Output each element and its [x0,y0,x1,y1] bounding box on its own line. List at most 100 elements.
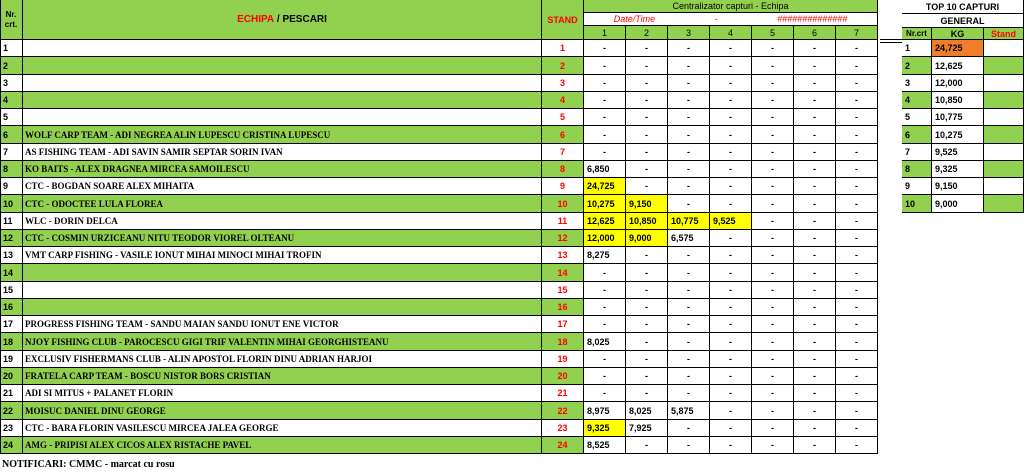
catch-cell[interactable]: - [668,385,710,402]
catch-cell[interactable]: - [752,178,794,195]
catch-cell[interactable]: - [794,282,836,299]
catch-cell[interactable]: - [794,385,836,402]
catch-cell[interactable]: - [794,264,836,282]
catch-cell[interactable]: - [710,247,752,264]
catch-cell[interactable]: - [836,40,878,57]
catch-cell[interactable]: - [668,161,710,178]
catch-cell[interactable]: - [836,264,878,282]
catch-cell[interactable]: - [836,230,878,247]
catch-cell[interactable]: - [752,316,794,333]
catch-cell[interactable]: - [710,420,752,437]
catch-cell[interactable]: - [794,126,836,144]
catch-cell[interactable]: 8,025 [626,402,668,420]
catch-cell[interactable]: - [794,109,836,126]
catch-cell[interactable]: 8,275 [584,247,626,264]
catch-cell[interactable]: 10,275 [584,195,626,213]
catch-cell[interactable]: - [836,247,878,264]
catch-cell[interactable]: - [794,195,836,213]
catch-cell[interactable]: - [668,92,710,109]
catch-cell[interactable]: 6,850 [584,161,626,178]
catch-cell[interactable]: - [668,57,710,75]
catch-cell[interactable]: - [794,57,836,75]
catch-cell[interactable]: - [710,144,752,161]
catch-cell[interactable]: - [836,213,878,230]
catch-cell[interactable]: - [752,351,794,368]
catch-cell[interactable]: - [836,178,878,195]
catch-cell[interactable]: - [794,75,836,92]
catch-cell[interactable]: - [626,351,668,368]
catch-cell[interactable]: - [752,333,794,351]
catch-cell[interactable]: - [626,299,668,316]
catch-cell[interactable]: 12,000 [584,230,626,247]
catch-cell[interactable]: - [584,126,626,144]
catch-cell[interactable]: - [668,437,710,454]
catch-cell[interactable]: - [710,299,752,316]
catch-cell[interactable]: - [794,333,836,351]
catch-cell[interactable]: - [794,247,836,264]
catch-cell[interactable]: - [836,351,878,368]
catch-cell[interactable]: - [626,247,668,264]
catch-cell[interactable]: - [668,264,710,282]
catch-cell[interactable]: - [668,75,710,92]
catch-cell[interactable]: - [752,247,794,264]
catch-cell[interactable]: - [794,437,836,454]
catch-cell[interactable]: - [668,40,710,57]
catch-cell[interactable]: - [584,385,626,402]
catch-cell[interactable]: - [836,57,878,75]
catch-cell[interactable]: - [836,109,878,126]
catch-cell[interactable]: - [626,264,668,282]
catch-cell[interactable]: - [584,75,626,92]
catch-cell[interactable]: 10,850 [626,213,668,230]
catch-cell[interactable]: - [836,385,878,402]
catch-cell[interactable]: 5,875 [668,402,710,420]
catch-cell[interactable]: - [794,420,836,437]
catch-cell[interactable]: - [668,126,710,144]
catch-cell[interactable]: - [710,161,752,178]
catch-cell[interactable]: - [626,333,668,351]
catch-cell[interactable]: 9,525 [710,213,752,230]
catch-cell[interactable]: 9,000 [626,230,668,247]
catch-cell[interactable]: - [584,40,626,57]
catch-cell[interactable]: - [710,195,752,213]
catch-cell[interactable]: - [710,40,752,57]
catch-cell[interactable]: - [668,316,710,333]
catch-cell[interactable]: - [752,230,794,247]
catch-cell[interactable]: - [710,230,752,247]
catch-cell[interactable]: - [710,109,752,126]
catch-cell[interactable]: 6,575 [668,230,710,247]
catch-cell[interactable]: 9,325 [584,420,626,437]
catch-cell[interactable]: - [668,144,710,161]
catch-cell[interactable]: - [752,420,794,437]
catch-cell[interactable]: - [836,92,878,109]
catch-cell[interactable]: 8,525 [584,437,626,454]
catch-cell[interactable]: - [794,299,836,316]
catch-cell[interactable]: - [710,57,752,75]
catch-cell[interactable]: - [752,299,794,316]
catch-cell[interactable]: - [752,195,794,213]
catch-cell[interactable]: - [668,282,710,299]
catch-cell[interactable]: - [794,316,836,333]
catch-cell[interactable]: - [626,92,668,109]
catch-cell[interactable]: - [626,437,668,454]
catch-cell[interactable]: - [794,402,836,420]
catch-cell[interactable]: - [584,282,626,299]
catch-cell[interactable]: - [626,144,668,161]
catch-cell[interactable]: - [584,299,626,316]
catch-cell[interactable]: - [668,351,710,368]
catch-cell[interactable]: - [710,402,752,420]
catch-cell[interactable]: - [752,368,794,385]
catch-cell[interactable]: - [794,213,836,230]
catch-cell[interactable]: - [626,282,668,299]
catch-cell[interactable]: - [752,264,794,282]
catch-cell[interactable]: - [836,75,878,92]
catch-cell[interactable]: - [584,316,626,333]
catch-cell[interactable]: - [626,40,668,57]
catch-cell[interactable]: - [626,178,668,195]
catch-cell[interactable]: - [668,420,710,437]
catch-cell[interactable]: - [710,437,752,454]
catch-cell[interactable]: - [836,299,878,316]
catch-cell[interactable]: - [836,316,878,333]
catch-cell[interactable]: - [584,351,626,368]
catch-cell[interactable]: - [752,282,794,299]
catch-cell[interactable]: - [584,368,626,385]
